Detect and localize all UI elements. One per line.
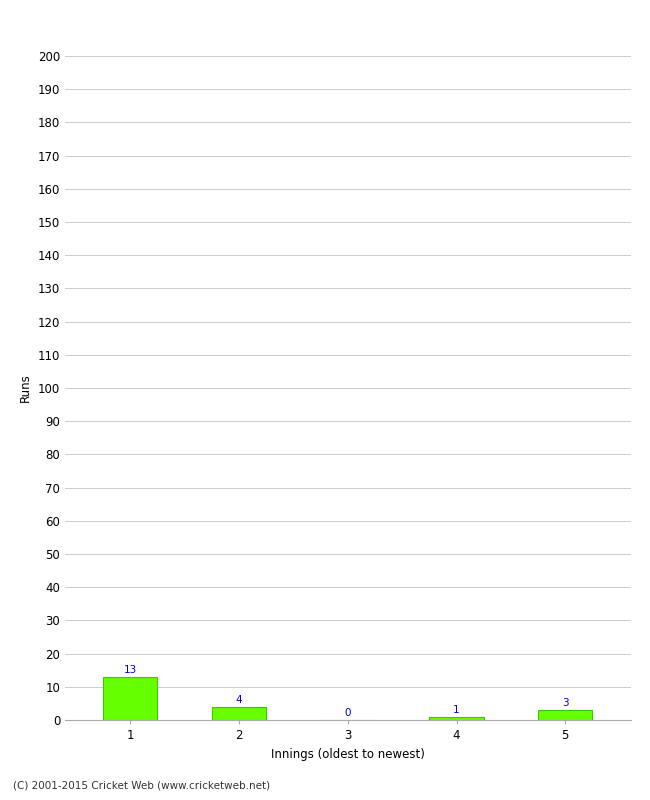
Text: 0: 0 [344,708,351,718]
X-axis label: Innings (oldest to newest): Innings (oldest to newest) [271,747,424,761]
Bar [538,710,592,720]
Bar [212,706,266,720]
Text: 4: 4 [236,695,242,705]
Y-axis label: Runs: Runs [20,374,32,402]
Text: 3: 3 [562,698,569,708]
Bar [429,717,484,720]
Text: (C) 2001-2015 Cricket Web (www.cricketweb.net): (C) 2001-2015 Cricket Web (www.cricketwe… [13,781,270,790]
Text: 13: 13 [124,665,137,675]
Bar [103,677,157,720]
Text: 1: 1 [453,705,460,715]
